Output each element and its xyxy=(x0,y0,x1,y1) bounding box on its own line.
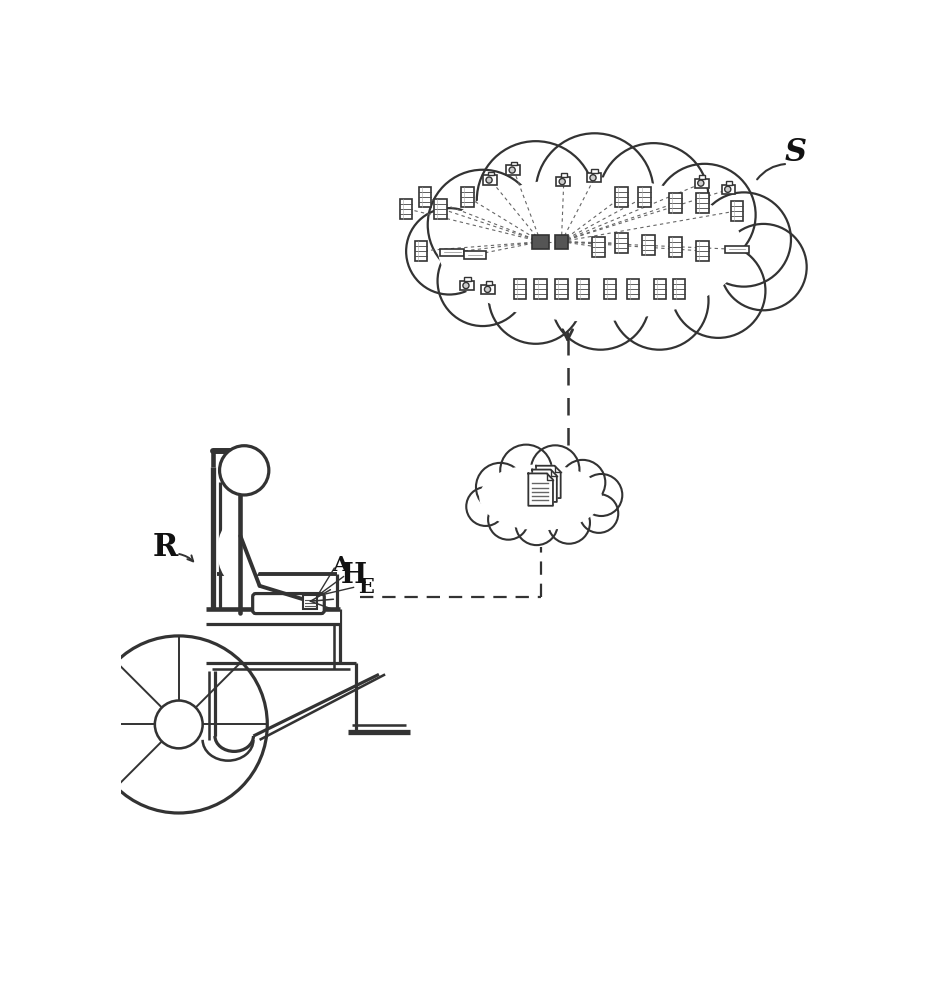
Circle shape xyxy=(219,446,269,495)
Bar xyxy=(697,193,709,213)
Text: E: E xyxy=(358,577,374,597)
Bar xyxy=(486,281,493,285)
Bar xyxy=(673,279,685,299)
Circle shape xyxy=(671,244,766,338)
Bar xyxy=(615,187,627,207)
Text: A: A xyxy=(332,555,348,575)
Circle shape xyxy=(500,445,552,496)
Circle shape xyxy=(697,192,791,287)
Bar xyxy=(532,235,549,249)
Bar xyxy=(534,279,547,299)
Bar xyxy=(481,285,495,294)
Polygon shape xyxy=(529,473,553,506)
Bar xyxy=(697,241,709,261)
Text: R: R xyxy=(153,532,178,563)
Bar xyxy=(511,162,517,165)
Circle shape xyxy=(486,177,493,183)
Ellipse shape xyxy=(480,465,602,530)
Bar xyxy=(592,237,605,257)
Bar xyxy=(669,193,681,213)
Circle shape xyxy=(654,164,755,266)
Circle shape xyxy=(536,133,654,251)
Bar xyxy=(725,246,750,253)
Circle shape xyxy=(580,474,623,516)
Bar xyxy=(731,201,743,221)
Polygon shape xyxy=(536,466,561,498)
Bar xyxy=(555,279,568,299)
Circle shape xyxy=(515,503,558,545)
Bar xyxy=(439,249,464,256)
Circle shape xyxy=(155,701,203,748)
Bar xyxy=(415,241,427,261)
Circle shape xyxy=(463,282,469,289)
Circle shape xyxy=(560,460,605,505)
Bar xyxy=(642,235,655,255)
Circle shape xyxy=(476,141,595,259)
Ellipse shape xyxy=(472,458,609,537)
Circle shape xyxy=(559,179,566,185)
Text: H: H xyxy=(341,562,366,589)
Circle shape xyxy=(530,445,580,494)
Circle shape xyxy=(428,170,538,280)
Ellipse shape xyxy=(438,178,743,321)
Bar xyxy=(591,169,598,173)
Circle shape xyxy=(488,499,529,540)
Bar xyxy=(460,281,474,290)
Circle shape xyxy=(548,502,590,544)
Circle shape xyxy=(489,250,583,344)
Bar xyxy=(561,173,567,177)
Text: S: S xyxy=(785,137,807,168)
Bar xyxy=(506,165,520,175)
Bar xyxy=(639,187,651,207)
Bar xyxy=(488,172,493,175)
Circle shape xyxy=(476,463,525,511)
Circle shape xyxy=(509,167,515,173)
Circle shape xyxy=(698,180,704,186)
Circle shape xyxy=(551,252,650,350)
Circle shape xyxy=(590,175,596,181)
Bar xyxy=(419,187,431,207)
Bar xyxy=(464,277,471,281)
Bar xyxy=(726,181,733,185)
Bar xyxy=(695,179,709,188)
Bar xyxy=(461,187,474,207)
Circle shape xyxy=(437,236,528,326)
Bar xyxy=(556,177,570,186)
Bar xyxy=(721,185,735,194)
Bar xyxy=(654,279,666,299)
Polygon shape xyxy=(532,470,557,502)
Bar xyxy=(206,609,341,624)
FancyArrowPatch shape xyxy=(757,164,785,179)
Bar xyxy=(615,233,627,253)
Bar xyxy=(554,235,568,249)
Bar xyxy=(483,175,496,185)
Bar xyxy=(604,279,616,299)
Bar xyxy=(513,279,526,299)
Circle shape xyxy=(610,252,709,350)
Bar xyxy=(464,251,486,259)
Circle shape xyxy=(720,224,807,310)
FancyBboxPatch shape xyxy=(252,594,325,614)
Circle shape xyxy=(406,208,493,295)
Bar xyxy=(400,199,412,219)
Bar xyxy=(304,595,317,609)
Circle shape xyxy=(580,494,618,533)
Bar xyxy=(577,279,589,299)
Bar xyxy=(435,199,447,219)
Circle shape xyxy=(90,636,268,813)
Bar xyxy=(699,175,705,179)
Ellipse shape xyxy=(217,517,264,586)
Circle shape xyxy=(484,286,491,292)
Ellipse shape xyxy=(424,166,757,333)
Bar xyxy=(586,173,601,182)
Bar xyxy=(669,237,681,257)
Circle shape xyxy=(599,143,709,253)
Circle shape xyxy=(466,487,505,526)
Bar xyxy=(627,279,640,299)
Circle shape xyxy=(725,186,731,192)
